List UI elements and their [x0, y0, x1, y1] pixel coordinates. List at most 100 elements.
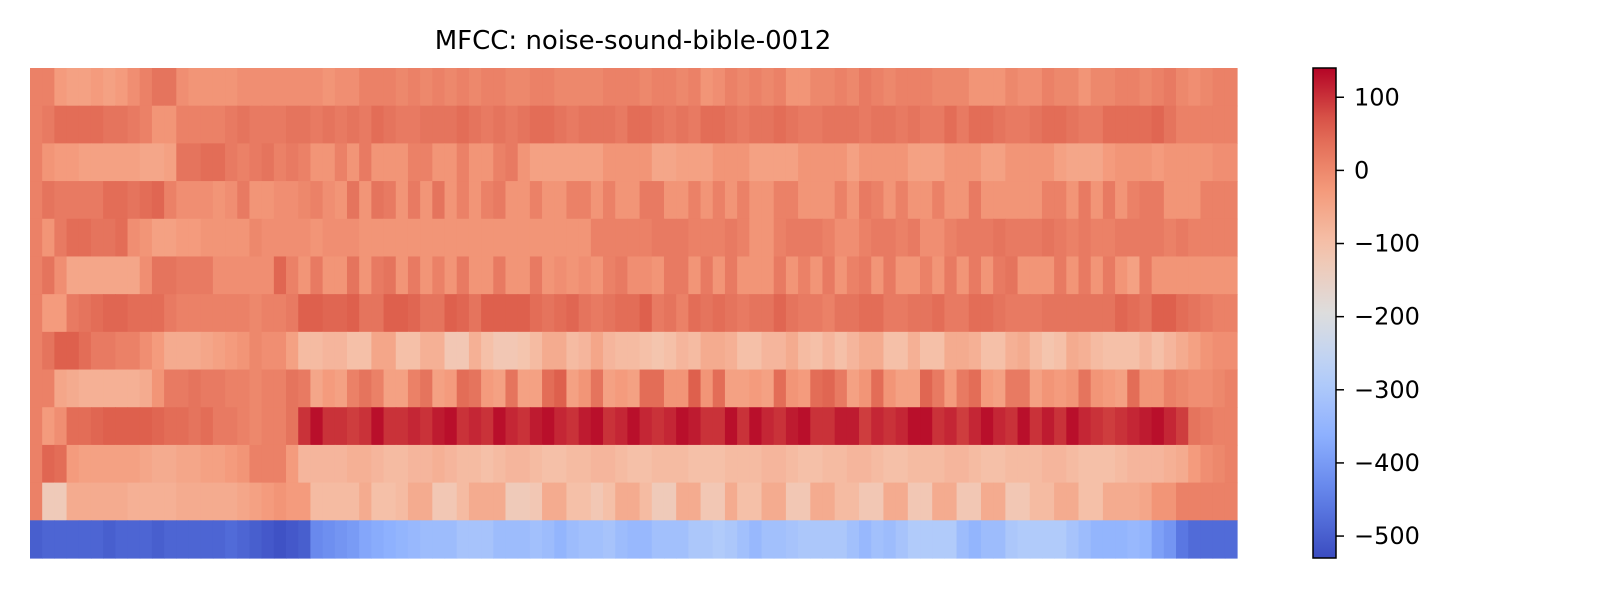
- heatmap-cell: [944, 294, 958, 333]
- heatmap-cell: [139, 105, 153, 144]
- heatmap-cell: [749, 520, 763, 559]
- heatmap-cell: [1090, 68, 1104, 107]
- heatmap-cell: [846, 181, 860, 220]
- heatmap-cell: [871, 68, 885, 107]
- heatmap-cell: [1115, 143, 1128, 182]
- heatmap-cell: [566, 68, 580, 107]
- heatmap-cell: [1078, 407, 1092, 446]
- heatmap-cell: [517, 181, 531, 220]
- heatmap-cell: [603, 181, 616, 220]
- heatmap-cell: [237, 407, 251, 446]
- heatmap-cell: [30, 407, 43, 446]
- heatmap-cell: [90, 444, 104, 484]
- heatmap-cell: [1176, 218, 1189, 258]
- heatmap-cell: [188, 407, 202, 446]
- heatmap-cell: [481, 407, 494, 446]
- heatmap-cell: [542, 256, 555, 295]
- heatmap-cell: [1163, 256, 1177, 295]
- heatmap-cell: [127, 68, 141, 107]
- heatmap-cell: [468, 105, 482, 144]
- heatmap-cell: [1176, 181, 1189, 220]
- heatmap-cell: [420, 444, 433, 484]
- heatmap-cell: [554, 520, 568, 559]
- heatmap-cell: [578, 181, 592, 220]
- heatmap-cell: [164, 181, 177, 220]
- heatmap-cell: [359, 520, 372, 559]
- heatmap-cell: [529, 331, 543, 371]
- heatmap-cell: [1102, 181, 1116, 220]
- colorbar-tick-label: −500: [1354, 522, 1420, 550]
- heatmap-cell: [798, 331, 811, 371]
- heatmap-cell: [444, 369, 458, 408]
- heatmap-cell: [883, 482, 897, 521]
- heatmap-cell: [456, 520, 470, 559]
- heatmap-cell: [1005, 294, 1019, 333]
- heatmap-cell: [1212, 482, 1226, 521]
- heatmap-cell: [566, 482, 580, 521]
- heatmap-cell: [529, 520, 543, 559]
- heatmap-cell: [1102, 369, 1116, 408]
- heatmap-cell: [798, 294, 811, 333]
- heatmap-cell: [944, 369, 958, 408]
- heatmap-cell: [663, 482, 677, 521]
- heatmap-cell: [90, 218, 104, 258]
- heatmap-cell: [164, 369, 177, 408]
- heatmap-cell: [1127, 520, 1141, 559]
- heatmap-cell: [773, 407, 787, 446]
- heatmap-cell: [346, 256, 360, 295]
- heatmap-cell: [517, 294, 531, 333]
- heatmap-cell: [383, 482, 397, 521]
- heatmap-cell: [1139, 444, 1153, 484]
- heatmap-cell: [78, 520, 92, 559]
- heatmap-cell: [980, 294, 994, 333]
- heatmap-cell: [1224, 482, 1238, 521]
- heatmap-cell: [54, 407, 68, 446]
- heatmap-cell: [651, 105, 665, 144]
- heatmap-cell: [468, 520, 482, 559]
- heatmap-cell: [1054, 444, 1067, 484]
- heatmap-cell: [298, 369, 312, 408]
- heatmap-cell: [54, 143, 68, 182]
- heatmap-cell: [139, 407, 153, 446]
- heatmap-cell: [1102, 407, 1116, 446]
- heatmap-cell: [822, 256, 836, 295]
- heatmap-cell: [956, 482, 970, 521]
- heatmap-cell: [200, 218, 214, 258]
- heatmap-cell: [932, 256, 945, 295]
- heatmap-cell: [956, 143, 970, 182]
- heatmap-cell: [785, 407, 799, 446]
- heatmap-cell: [639, 181, 653, 220]
- heatmap-cell: [334, 369, 348, 408]
- heatmap-cell: [1102, 331, 1116, 371]
- heatmap-cell: [920, 520, 933, 559]
- heatmap-cell: [810, 181, 824, 220]
- heatmap-cell: [1029, 181, 1043, 220]
- heatmap-cell: [371, 369, 385, 408]
- heatmap-cell: [1139, 482, 1153, 521]
- heatmap-cell: [1151, 444, 1165, 484]
- heatmap-cell: [554, 68, 568, 107]
- heatmap-cell: [1224, 407, 1238, 446]
- heatmap-cell: [493, 218, 507, 258]
- heatmap-cell: [724, 105, 738, 144]
- heatmap-cell: [310, 143, 324, 182]
- heatmap-cell: [432, 331, 446, 371]
- heatmap-cell: [761, 68, 775, 107]
- heatmap-cell: [846, 105, 860, 144]
- heatmap-cell: [249, 68, 263, 107]
- heatmap-cell: [1090, 369, 1104, 408]
- heatmap-cell: [249, 407, 263, 446]
- heatmap-cell: [1102, 294, 1116, 333]
- heatmap-cell: [1041, 369, 1055, 408]
- heatmap-cell: [151, 294, 165, 333]
- heatmap-cell: [785, 444, 799, 484]
- heatmap-cell: [712, 407, 726, 446]
- heatmap-cell: [554, 294, 568, 333]
- heatmap-cell: [529, 444, 543, 484]
- heatmap-cell: [956, 256, 970, 295]
- heatmap-cell: [371, 181, 385, 220]
- heatmap-cell: [261, 68, 275, 107]
- heatmap-cell: [554, 143, 568, 182]
- heatmap-cell: [468, 369, 482, 408]
- heatmap-cell: [346, 218, 360, 258]
